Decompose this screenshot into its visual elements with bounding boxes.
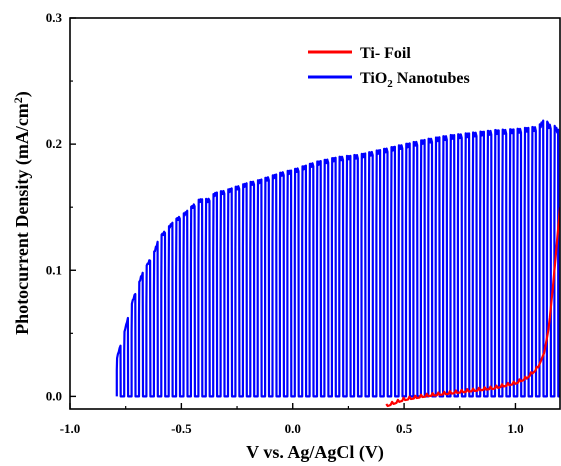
x-tick-label: 0.5 <box>396 421 413 436</box>
x-axis-title: V vs. Ag/AgCl (V) <box>246 442 384 463</box>
series-line-ti-foil <box>385 207 560 408</box>
y-tick-label: 0.3 <box>46 10 63 25</box>
series-line-tio2-nanotubes <box>115 119 560 398</box>
plot-frame <box>69 17 561 410</box>
y-tick-label: 0.2 <box>46 136 62 151</box>
x-tick-label: 0.0 <box>285 421 301 436</box>
y-tick-label: 0.0 <box>46 388 62 403</box>
x-tick-label: -0.5 <box>171 421 192 436</box>
legend: Ti- Foil TiO2 Nanotubes <box>308 45 470 90</box>
x-tick-label: -1.0 <box>60 421 81 436</box>
legend-label-tio2: TiO2 Nanotubes <box>360 70 470 90</box>
y-axis-title: Photocurrent Density (mA/cm2) <box>11 91 33 335</box>
x-tick-label: 1.0 <box>507 421 523 436</box>
legend-label-ti-foil: Ti- Foil <box>360 45 411 62</box>
y-tick-label: 0.1 <box>46 262 62 277</box>
